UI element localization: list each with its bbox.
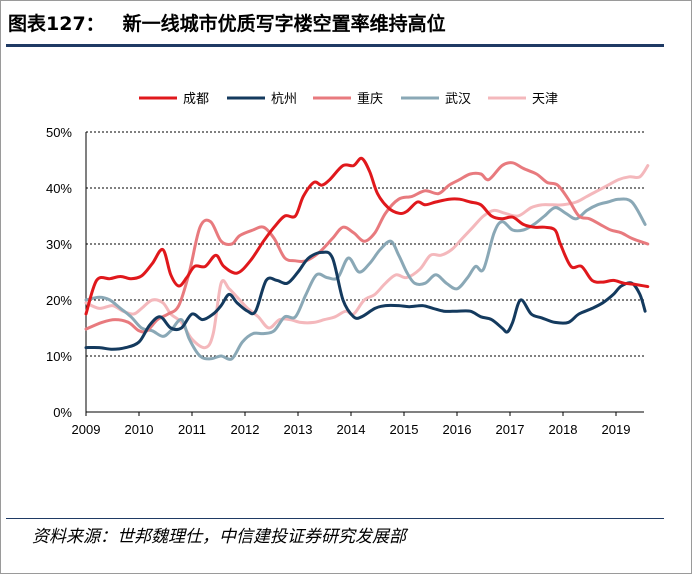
figure-label: 图表127： xyxy=(8,13,105,35)
source-rule xyxy=(6,518,664,519)
x-tick-labels: 2009 2010 2011 2012 2013 2014 2015 2016 2017 2018… xyxy=(72,412,631,437)
figure-title-text: 新一线城市优质写字楼空置率维持高位 xyxy=(122,13,446,35)
axes xyxy=(85,132,644,413)
y-tick-label: 20% xyxy=(46,293,72,308)
x-tick-label: 2011 xyxy=(178,422,206,437)
gridlines xyxy=(86,131,644,357)
legend-label: 杭州 xyxy=(271,92,297,107)
series-line-杭州 xyxy=(84,250,647,351)
line-chart: 0%10%20%30%40%50% 2009 2010 2011 2012 2013 20… xyxy=(46,91,650,437)
x-tick-label: 2014 xyxy=(337,422,366,437)
source-note: 资料来源：世邦魏理仕，中信建投证券研究发展部 xyxy=(32,527,406,547)
x-tick-label: 2016 xyxy=(443,422,472,437)
series-line-成都 xyxy=(84,156,650,316)
x-tick-label: 2018 xyxy=(549,422,578,437)
legend-label: 天津 xyxy=(532,92,558,107)
y-tick-label: 40% xyxy=(46,181,72,196)
series-line-重庆 xyxy=(84,161,650,334)
x-tick-label: 2017 xyxy=(496,422,525,437)
x-tick-label: 2013 xyxy=(284,422,313,437)
legend: 成都 杭州 重庆 武汉 天津 xyxy=(139,91,558,107)
y-tick-label: 50% xyxy=(46,125,72,140)
legend-label: 重庆 xyxy=(357,91,383,107)
y-tick-label: 30% xyxy=(46,237,72,252)
y-tick-labels: 0% 10% 20% 30% 40% 50% xyxy=(46,125,72,420)
y-tick-label: 0% xyxy=(53,405,72,420)
series-line-武汉 xyxy=(84,197,647,361)
x-tick-label: 2010 xyxy=(125,422,154,437)
legend-label: 武汉 xyxy=(445,92,471,107)
series-lines xyxy=(84,156,650,361)
x-tick-label: 2015 xyxy=(390,422,419,437)
x-tick-label: 2019 xyxy=(602,422,631,437)
x-tick-label: 2009 xyxy=(72,422,101,437)
title-rule xyxy=(6,44,664,47)
series-line-天津 xyxy=(84,164,650,350)
figure-title: 图表127： 新一线城市优质写字楼空置率维持高位 xyxy=(8,9,446,36)
legend-label: 成都 xyxy=(183,92,209,107)
x-tick-label: 2012 xyxy=(231,422,260,437)
y-tick-label: 10% xyxy=(46,349,72,364)
